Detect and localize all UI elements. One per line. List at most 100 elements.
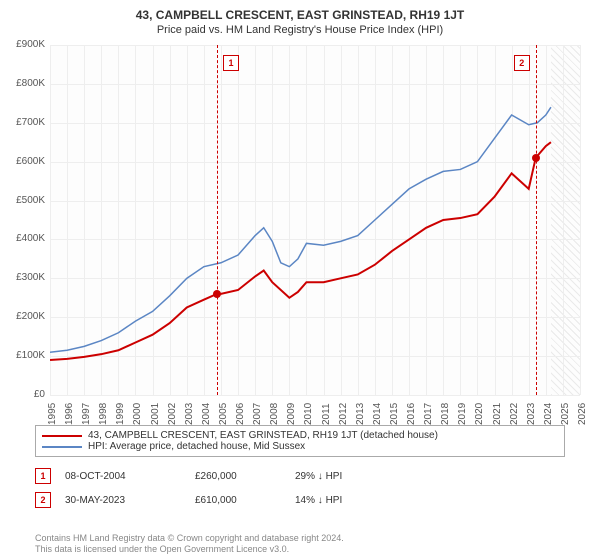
x-tick-label: 2026 xyxy=(577,403,588,425)
footer-line: This data is licensed under the Open Gov… xyxy=(35,544,344,556)
y-tick-label: £300K xyxy=(0,272,45,283)
gridline-h xyxy=(50,395,580,396)
sale-price: £610,000 xyxy=(195,495,295,506)
footer-text: Contains HM Land Registry data © Crown c… xyxy=(35,533,344,556)
x-tick-label: 2004 xyxy=(201,403,212,425)
gridline-v xyxy=(546,45,547,395)
legend-row: 43, CAMPBELL CRESCENT, EAST GRINSTEAD, R… xyxy=(42,430,558,441)
gridline-v xyxy=(375,45,376,395)
footer-line: Contains HM Land Registry data © Crown c… xyxy=(35,533,344,545)
gridline-v xyxy=(170,45,171,395)
legend-swatch xyxy=(42,435,82,437)
x-tick-label: 2013 xyxy=(355,403,366,425)
y-tick-label: £400K xyxy=(0,233,45,244)
x-tick-label: 2016 xyxy=(406,403,417,425)
gridline-v xyxy=(495,45,496,395)
x-tick-label: 1997 xyxy=(81,403,92,425)
legend-row: HPI: Average price, detached house, Mid … xyxy=(42,441,558,452)
x-tick-label: 2009 xyxy=(286,403,297,425)
gridline-v xyxy=(238,45,239,395)
gridline-h xyxy=(50,84,580,85)
gridline-h xyxy=(50,239,580,240)
y-tick-label: £800K xyxy=(0,78,45,89)
x-tick-label: 2023 xyxy=(526,403,537,425)
gridline-v xyxy=(153,45,154,395)
gridline-v xyxy=(426,45,427,395)
sale-vline xyxy=(217,45,218,395)
legend-box: 43, CAMPBELL CRESCENT, EAST GRINSTEAD, R… xyxy=(35,425,565,457)
x-tick-label: 2001 xyxy=(150,403,161,425)
gridline-v xyxy=(101,45,102,395)
gridline-v xyxy=(324,45,325,395)
x-tick-label: 2011 xyxy=(321,403,332,425)
gridline-h xyxy=(50,317,580,318)
gridline-h xyxy=(50,162,580,163)
sale-dot xyxy=(213,290,221,298)
gridline-v xyxy=(306,45,307,395)
gridline-v xyxy=(289,45,290,395)
chart-subtitle: Price paid vs. HM Land Registry's House … xyxy=(0,22,600,36)
chart-container: 43, CAMPBELL CRESCENT, EAST GRINSTEAD, R… xyxy=(0,0,600,560)
chart-lines xyxy=(50,45,580,395)
y-tick-label: £0 xyxy=(0,389,45,400)
sale-diff: 29% ↓ HPI xyxy=(295,471,415,482)
legend-swatch xyxy=(42,446,82,448)
y-tick-label: £200K xyxy=(0,311,45,322)
sale-date: 08-OCT-2004 xyxy=(65,471,195,482)
x-tick-label: 2010 xyxy=(303,403,314,425)
series-hpi xyxy=(50,107,551,352)
gridline-h xyxy=(50,278,580,279)
gridline-v xyxy=(443,45,444,395)
future-hatch xyxy=(551,45,580,395)
x-tick-label: 2020 xyxy=(474,403,485,425)
sale-marker-box: 2 xyxy=(514,55,530,71)
gridline-v xyxy=(67,45,68,395)
x-tick-label: 2006 xyxy=(235,403,246,425)
x-tick-label: 2008 xyxy=(269,403,280,425)
x-tick-label: 2017 xyxy=(423,403,434,425)
x-tick-label: 2015 xyxy=(389,403,400,425)
gridline-v xyxy=(135,45,136,395)
y-tick-label: £500K xyxy=(0,195,45,206)
gridline-v xyxy=(341,45,342,395)
x-tick-label: 2022 xyxy=(509,403,520,425)
legend-label: 43, CAMPBELL CRESCENT, EAST GRINSTEAD, R… xyxy=(88,430,438,441)
gridline-v xyxy=(460,45,461,395)
gridline-h xyxy=(50,45,580,46)
gridline-v xyxy=(204,45,205,395)
y-tick-label: £900K xyxy=(0,39,45,50)
x-tick-label: 2014 xyxy=(372,403,383,425)
x-tick-label: 2024 xyxy=(543,403,554,425)
series-price_paid xyxy=(50,142,551,360)
gridline-v xyxy=(512,45,513,395)
x-tick-label: 2012 xyxy=(338,403,349,425)
x-tick-label: 2025 xyxy=(560,403,571,425)
x-tick-label: 1995 xyxy=(47,403,58,425)
x-tick-label: 2000 xyxy=(132,403,143,425)
gridline-v xyxy=(529,45,530,395)
x-tick-label: 2007 xyxy=(252,403,263,425)
x-tick-label: 2003 xyxy=(184,403,195,425)
sale-dot xyxy=(532,154,540,162)
gridline-h xyxy=(50,201,580,202)
gridline-v xyxy=(392,45,393,395)
gridline-v xyxy=(221,45,222,395)
gridline-v xyxy=(580,45,581,395)
legend-label: HPI: Average price, detached house, Mid … xyxy=(88,441,305,452)
sale-marker: 1 xyxy=(35,468,51,484)
gridline-v xyxy=(272,45,273,395)
gridline-v xyxy=(84,45,85,395)
x-tick-label: 2018 xyxy=(440,403,451,425)
gridline-v xyxy=(118,45,119,395)
gridline-v xyxy=(477,45,478,395)
x-tick-label: 1999 xyxy=(115,403,126,425)
gridline-v xyxy=(358,45,359,395)
gridline-v xyxy=(409,45,410,395)
sale-row: 1 08-OCT-2004 £260,000 29% ↓ HPI xyxy=(35,468,565,484)
x-tick-label: 2002 xyxy=(167,403,178,425)
gridline-v xyxy=(50,45,51,395)
sale-diff: 14% ↓ HPI xyxy=(295,495,415,506)
x-tick-label: 1998 xyxy=(98,403,109,425)
y-tick-label: £600K xyxy=(0,156,45,167)
sale-date: 30-MAY-2023 xyxy=(65,495,195,506)
